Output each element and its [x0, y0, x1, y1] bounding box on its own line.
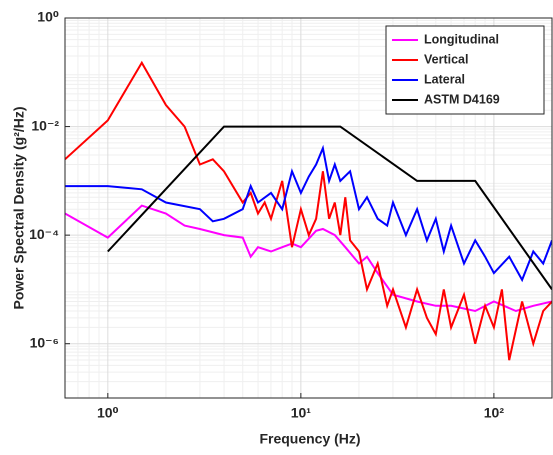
legend-label: Longitudinal: [424, 32, 499, 46]
y-tick-label: 10⁻⁶: [30, 334, 59, 350]
series-line: [65, 144, 552, 283]
x-tick-label: 10¹: [291, 405, 312, 421]
x-axis-label: Frequency (Hz): [259, 431, 360, 447]
legend-label: Lateral: [424, 72, 465, 86]
series-line: [107, 125, 552, 290]
series-line: [65, 204, 552, 313]
y-tick-label: 10⁻⁴: [29, 226, 59, 242]
series-line: [65, 60, 552, 361]
legend-label: Vertical: [424, 52, 468, 66]
legend-label: ASTM D4169: [424, 92, 500, 106]
x-tick-label: 10²: [484, 405, 505, 421]
x-tick-label: 10⁰: [97, 405, 119, 421]
legend: Longitudinal Vertical Lateral ASTM D4169: [385, 25, 545, 115]
y-tick-label: 10⁰: [37, 9, 59, 25]
y-axis-label: Power Spectral Density (g²/Hz): [11, 106, 27, 309]
axes-frame: [64, 17, 553, 399]
y-tick-label: 10⁻²: [31, 117, 59, 133]
